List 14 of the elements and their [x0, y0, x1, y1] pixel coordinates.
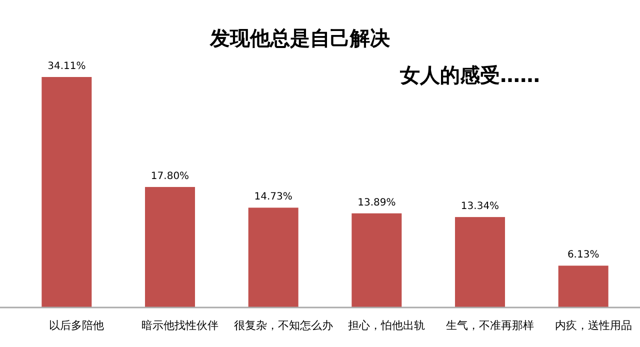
- data-label: 13.34%: [460, 201, 500, 212]
- x-tick-label: 暗示他找性伙伴: [142, 319, 218, 332]
- data-label: 14.73%: [254, 192, 292, 203]
- x-tick-label: 生气，不准再那样: [446, 319, 534, 332]
- x-tick-label: 内疚，送性用品: [554, 319, 632, 332]
- data-label: 34.11%: [48, 61, 86, 72]
- data-label: 17.80%: [150, 170, 190, 182]
- chart-title: 发现他总是自己解决: [209, 26, 390, 50]
- x-tick-label: 担心，怕他出轨: [348, 319, 426, 332]
- x-tick-label: 很复杂，不知怎么办: [234, 319, 333, 332]
- chart-subtitle: 女人的感受……: [399, 63, 540, 87]
- data-label: 6.13%: [567, 250, 600, 261]
- x-tick-label: 以后多陪他: [49, 319, 104, 332]
- data-label: 13.89%: [358, 197, 396, 208]
